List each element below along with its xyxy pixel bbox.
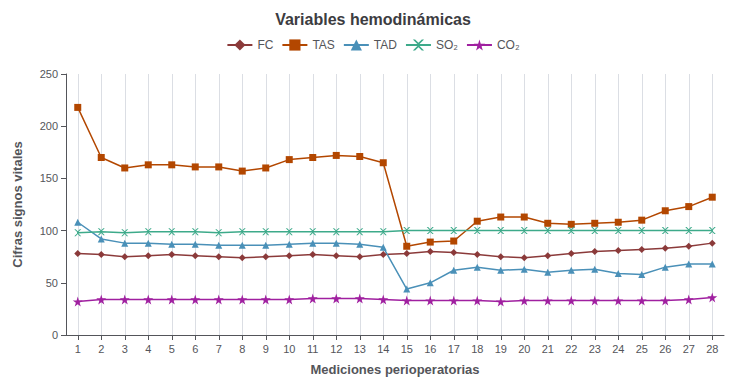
svg-text:25: 25 (636, 343, 648, 355)
svg-text:8: 8 (239, 343, 245, 355)
svg-text:6: 6 (192, 343, 198, 355)
svg-text:250: 250 (40, 68, 58, 80)
svg-text:100: 100 (40, 225, 58, 237)
svg-text:3: 3 (122, 343, 128, 355)
svg-text:TAD: TAD (374, 38, 397, 52)
svg-text:12: 12 (330, 343, 342, 355)
svg-text:13: 13 (354, 343, 366, 355)
svg-text:26: 26 (659, 343, 671, 355)
svg-text:18: 18 (471, 343, 483, 355)
svg-text:1: 1 (75, 343, 81, 355)
svg-text:5: 5 (169, 343, 175, 355)
svg-text:FC: FC (257, 38, 273, 52)
svg-text:23: 23 (589, 343, 601, 355)
svg-text:Cifras signos vitales: Cifras signos vitales (10, 141, 25, 267)
svg-text:Variables hemodinámicas: Variables hemodinámicas (275, 11, 471, 28)
svg-text:20: 20 (518, 343, 530, 355)
svg-text:10: 10 (283, 343, 295, 355)
svg-text:150: 150 (40, 172, 58, 184)
svg-text:7: 7 (216, 343, 222, 355)
svg-text:22: 22 (565, 343, 577, 355)
svg-text:21: 21 (542, 343, 554, 355)
svg-text:50: 50 (46, 277, 58, 289)
svg-text:14: 14 (377, 343, 389, 355)
svg-text:11: 11 (307, 343, 318, 355)
svg-text:28: 28 (706, 343, 718, 355)
svg-text:27: 27 (683, 343, 695, 355)
svg-text:200: 200 (40, 120, 58, 132)
svg-text:15: 15 (401, 343, 413, 355)
svg-text:Mediciones perioperatorias: Mediciones perioperatorias (310, 362, 479, 377)
svg-text:4: 4 (145, 343, 151, 355)
svg-text:0: 0 (52, 329, 58, 341)
svg-text:CO₂: CO₂ (497, 38, 520, 52)
svg-text:9: 9 (263, 343, 269, 355)
svg-text:2: 2 (98, 343, 104, 355)
svg-text:24: 24 (612, 343, 624, 355)
svg-text:SO₂: SO₂ (436, 38, 458, 52)
svg-text:TAS: TAS (312, 38, 334, 52)
svg-text:16: 16 (424, 343, 436, 355)
svg-text:17: 17 (448, 343, 460, 355)
svg-text:19: 19 (495, 343, 507, 355)
